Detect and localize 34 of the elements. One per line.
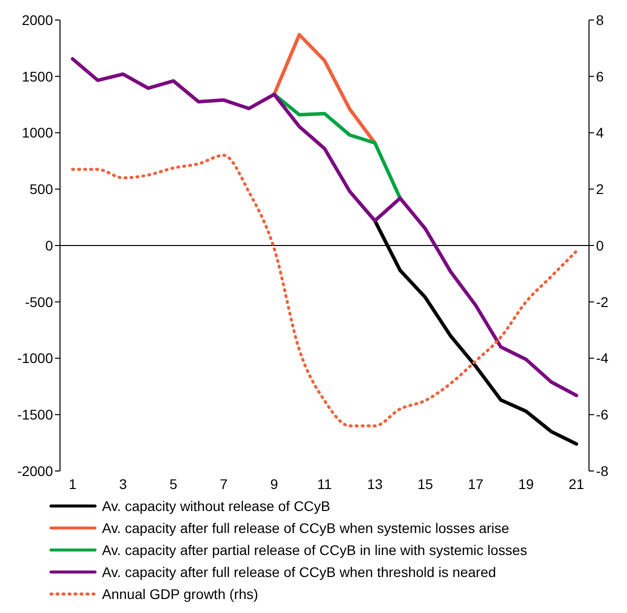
x-tick-label: 17 [468,476,484,492]
legend-label: Av. capacity after full release of CCyB when threshold is neared [102,564,496,580]
x-tick-label: 7 [220,476,228,492]
x-tick-label: 9 [270,476,278,492]
y-tick-label: 0 [45,237,54,254]
x-tick-label: 3 [119,476,128,492]
legend-label: Av. capacity after full release of CCyB when systemic losses arise [102,520,510,536]
x-tick-label: 21 [568,476,584,492]
legend-label: Av. capacity after partial release of CCyB in line with systemic losses [102,542,528,558]
y-tick-label: -1000 [17,350,54,366]
y2-tick-label: 8 [596,12,604,28]
x-tick-label: 1 [68,476,77,492]
legend-label: Av. capacity without release of CCyB [102,498,330,514]
x-tick-label: 15 [417,476,434,492]
x-tick-label: 13 [367,476,383,492]
y2-tick-label: 0 [596,237,604,254]
y2-tick-label: -8 [596,462,609,479]
y-tick-label: -2000 [17,462,54,479]
y2-tick-label: 4 [596,124,604,141]
y-tick-label: -1500 [17,406,54,423]
y2-tick-label: -2 [596,294,609,310]
y2-tick-label: -6 [596,406,609,423]
y2-tick-label: -4 [596,350,609,366]
y-tick-label: 1500 [22,68,54,84]
x-tick-label: 11 [317,476,332,492]
y-tick-label: 500 [30,181,54,198]
legend-label: Annual GDP growth (rhs) [102,586,258,602]
y2-tick-label: 6 [596,68,604,84]
x-tick-label: 5 [169,476,178,492]
y-tick-label: 1000 [22,124,54,141]
x-tick-label: 19 [518,476,534,492]
y-tick-label: -500 [24,294,54,310]
y2-tick-label: 2 [596,181,604,198]
y-tick-label: 2000 [22,12,54,28]
